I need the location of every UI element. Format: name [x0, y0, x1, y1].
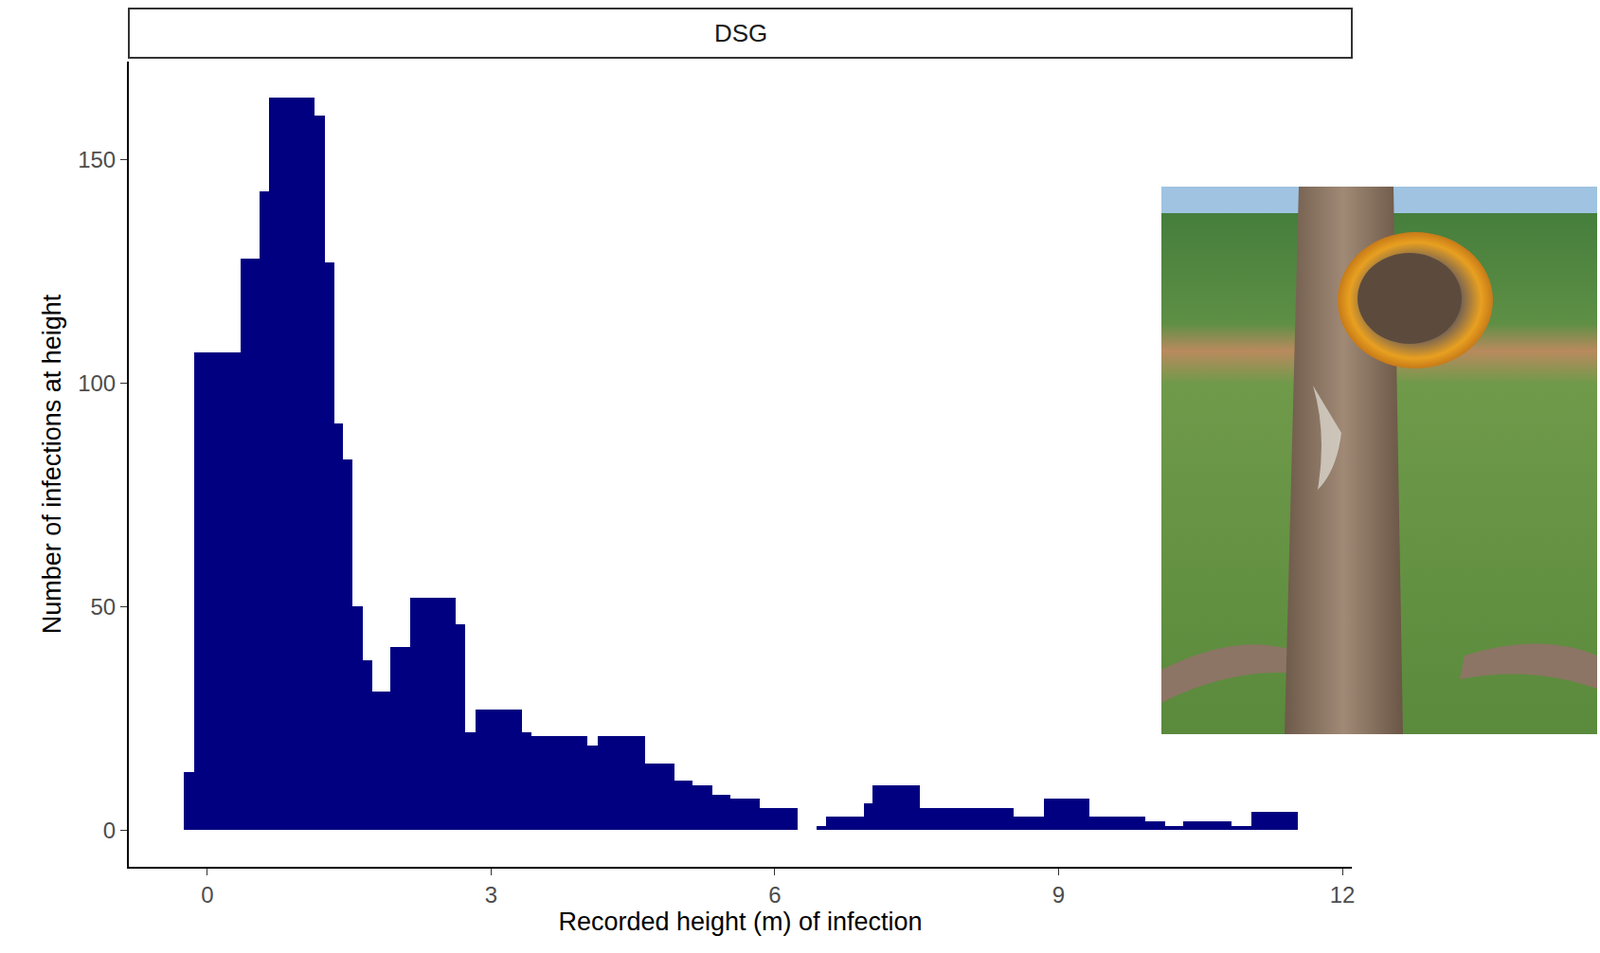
svg-text:Recorded height (m) of infecti: Recorded height (m) of infection: [557, 907, 922, 936]
svg-text:6: 6: [768, 881, 781, 908]
svg-text:0: 0: [103, 817, 116, 844]
svg-text:9: 9: [1052, 881, 1065, 908]
svg-text:Number of infections at height: Number of infections at height: [37, 293, 67, 634]
svg-text:12: 12: [1330, 881, 1356, 908]
svg-text:3: 3: [485, 881, 498, 908]
svg-text:100: 100: [77, 370, 116, 396]
svg-text:DSG: DSG: [714, 18, 768, 48]
svg-text:0: 0: [200, 881, 214, 908]
svg-text:50: 50: [89, 593, 116, 620]
svg-text:150: 150: [77, 146, 116, 173]
